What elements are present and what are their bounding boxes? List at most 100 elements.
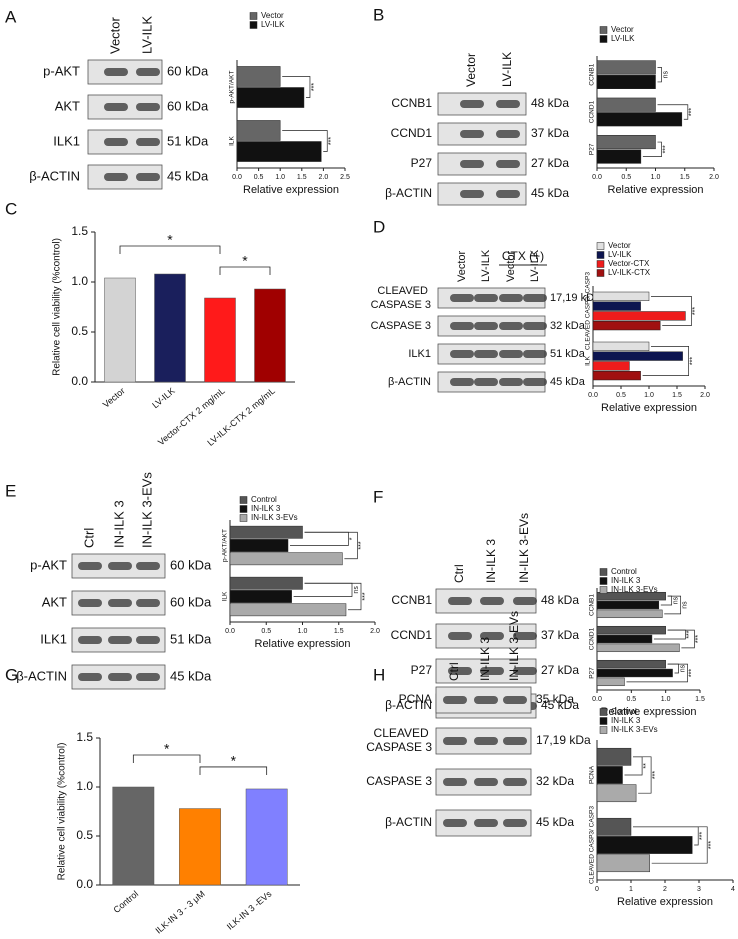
blot-band xyxy=(474,378,498,386)
significance-label: *** xyxy=(692,307,699,315)
blot-band xyxy=(450,350,474,358)
x-tick-label: 1.0 xyxy=(275,174,285,181)
lane-label: Vector xyxy=(505,250,517,282)
blot-band xyxy=(104,138,128,146)
row-label: ILK1 xyxy=(40,631,67,646)
bar xyxy=(596,784,637,803)
significance-bracket xyxy=(219,266,271,275)
legend-swatch xyxy=(599,717,608,725)
lane-label: LV-ILK xyxy=(480,249,492,282)
blot-band xyxy=(136,173,160,181)
x-tick-label: 1.0 xyxy=(651,174,661,181)
significance-label: *** xyxy=(311,83,318,91)
significance-label: *** xyxy=(689,108,696,116)
x-tick-label: 0.5 xyxy=(621,174,631,181)
significance-bracket xyxy=(282,130,328,152)
significance-label: *** xyxy=(688,669,695,677)
legend-label: LV-ILK xyxy=(608,250,632,259)
blot-band xyxy=(460,130,484,138)
legend-label: Vector xyxy=(261,11,284,20)
lane-label: IN-ILK 3-EVs xyxy=(507,611,521,681)
bar xyxy=(229,576,303,590)
category-label: CLEAVED CASP3/ CASP3 xyxy=(589,806,596,884)
x-tick-label: 1.0 xyxy=(644,392,654,399)
y-tick-label: 1.5 xyxy=(71,224,88,238)
bar xyxy=(204,297,236,383)
legend-swatch xyxy=(239,496,248,504)
significance-bracket xyxy=(119,245,221,254)
y-tick-label: 0.5 xyxy=(71,324,88,338)
size-label: 45 kDa xyxy=(170,668,212,683)
size-label: 45 kDa xyxy=(167,168,209,183)
blot-band xyxy=(480,667,504,675)
blot-band xyxy=(523,350,547,358)
row-label-line: CASPASE 3 xyxy=(371,299,431,311)
bar xyxy=(104,277,136,383)
lane-label: Vector xyxy=(464,53,478,87)
bar xyxy=(236,66,281,87)
size-label: 48 kDa xyxy=(541,593,579,607)
bar xyxy=(112,786,155,886)
panel-letter: C xyxy=(5,199,17,218)
row-label: CLEAVED CASPASE 3 xyxy=(366,726,432,754)
lane-label: Ctrl xyxy=(447,662,461,681)
bar xyxy=(229,590,292,603)
blot-band xyxy=(108,636,132,644)
bar xyxy=(596,609,663,619)
bar xyxy=(596,677,625,687)
y-tick-label: 1.0 xyxy=(71,274,88,288)
bar xyxy=(596,659,666,669)
legend-label: Vector xyxy=(608,241,631,250)
legend-swatch xyxy=(596,260,605,268)
blot-band xyxy=(78,673,102,681)
size-label: 45 kDa xyxy=(536,815,574,829)
x-tick-label: 0.0 xyxy=(225,628,235,635)
category-label: CCNB1 xyxy=(589,63,596,85)
lane-label: IN-ILK 3-EVs xyxy=(139,472,154,548)
x-axis-label: Relative expression xyxy=(601,706,697,718)
blot-band xyxy=(104,68,128,76)
blot-band xyxy=(460,100,484,108)
blot-band xyxy=(474,294,498,302)
blot-band xyxy=(460,190,484,198)
significance-label: ** xyxy=(643,763,650,769)
panel-letter: D xyxy=(373,217,385,236)
significance-bracket xyxy=(199,766,268,775)
lane-label: Ctrl xyxy=(452,564,466,583)
legend-swatch xyxy=(596,251,605,259)
bar xyxy=(245,788,288,886)
significance-label: *** xyxy=(328,137,335,145)
x-tick-label: LV-ILK xyxy=(150,386,177,411)
x-tick-label: 1.5 xyxy=(297,174,307,181)
blot-band xyxy=(513,632,537,640)
bar xyxy=(596,591,666,601)
size-label: 17,19 kDa xyxy=(550,292,601,304)
bar xyxy=(236,120,281,141)
y-axis-label: Relative cell viability (%control) xyxy=(57,743,68,881)
legend-label: LV-ILK-CTX xyxy=(608,268,651,277)
blot-band xyxy=(460,160,484,168)
blot-band xyxy=(496,100,520,108)
legend-label: IN-ILK 3-EVs xyxy=(611,725,658,734)
blot-band xyxy=(78,599,102,607)
blot-band xyxy=(448,597,472,605)
blot-band xyxy=(108,673,132,681)
size-label: 60 kDa xyxy=(170,594,212,609)
row-label: PCNA xyxy=(399,692,432,706)
blot-band xyxy=(104,173,128,181)
category-label: CCND1 xyxy=(589,627,596,650)
blot-band xyxy=(474,322,498,330)
x-tick-label: 1.0 xyxy=(298,628,308,635)
blot-band xyxy=(496,130,520,138)
row-label: β-ACTIN xyxy=(385,698,432,712)
lane-label: LV-ILK xyxy=(500,52,514,87)
category-label: PCNA xyxy=(589,765,596,784)
panel-letter: B xyxy=(373,5,384,24)
lane-group-label: CTX (+) xyxy=(502,249,544,263)
significance-label: *** xyxy=(362,592,369,600)
blot-band xyxy=(136,562,160,570)
x-tick-label: 0 xyxy=(595,886,599,893)
size-label: 32 kDa xyxy=(550,320,586,332)
panel-letter: F xyxy=(373,487,383,506)
row-label: CCND1 xyxy=(391,628,433,642)
